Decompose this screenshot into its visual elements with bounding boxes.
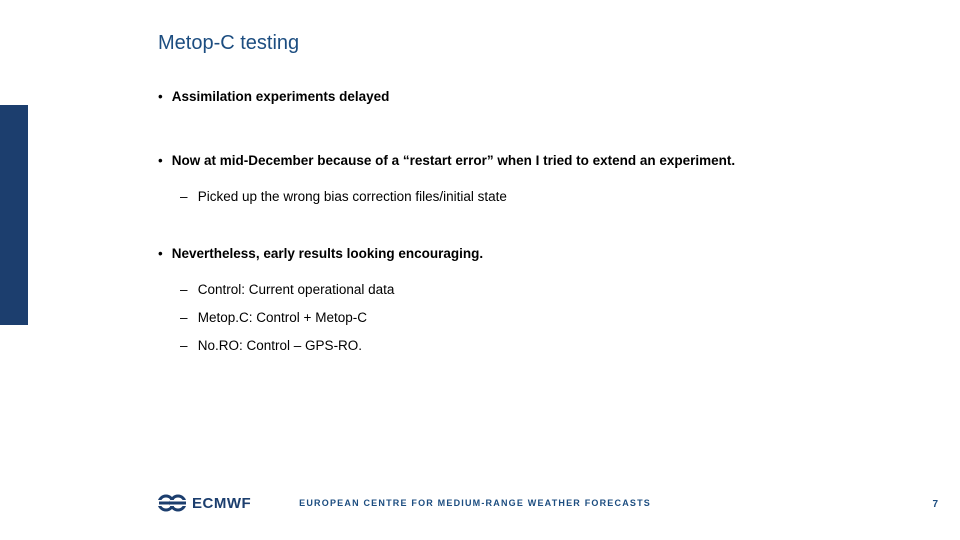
bullet-text: Metop.C: Control + Metop-C xyxy=(198,310,367,325)
bullet-level2: – Metop.C: Control + Metop-C xyxy=(180,309,878,327)
bullet-text: Control: Current operational data xyxy=(198,282,395,297)
bullet-level2: – No.RO: Control – GPS-RO. xyxy=(180,337,878,355)
logo-icon xyxy=(158,494,188,512)
bullet-marker: • xyxy=(158,152,168,170)
bullet-text: No.RO: Control – GPS-RO. xyxy=(198,338,362,353)
bullet-marker: • xyxy=(158,88,168,106)
footer: ECMWF EUROPEAN CENTRE FOR MEDIUM-RANGE W… xyxy=(158,494,651,512)
bullet-level1: • Assimilation experiments delayed xyxy=(158,88,878,106)
logo: ECMWF xyxy=(158,494,251,512)
page-number: 7 xyxy=(932,499,938,510)
bullet-text: Picked up the wrong bias correction file… xyxy=(198,189,507,204)
slide-content: • Assimilation experiments delayed • Now… xyxy=(158,78,878,366)
bullet-text: Nevertheless, early results looking enco… xyxy=(172,246,483,261)
accent-bar xyxy=(0,105,28,325)
footer-text: EUROPEAN CENTRE FOR MEDIUM-RANGE WEATHER… xyxy=(299,498,651,508)
slide: Metop-C testing • Assimilation experimen… xyxy=(0,0,960,540)
bullet-marker: – xyxy=(180,281,194,299)
logo-text: ECMWF xyxy=(192,495,251,512)
bullet-marker: • xyxy=(158,245,168,263)
slide-title: Metop-C testing xyxy=(158,32,299,55)
bullet-level1: • Now at mid-December because of a “rest… xyxy=(158,152,878,170)
bullet-level2: – Picked up the wrong bias correction fi… xyxy=(180,188,878,206)
bullet-level1: • Nevertheless, early results looking en… xyxy=(158,245,878,263)
bullet-marker: – xyxy=(180,337,194,355)
bullet-text: Now at mid-December because of a “restar… xyxy=(172,153,735,168)
bullet-marker: – xyxy=(180,309,194,327)
bullet-marker: – xyxy=(180,188,194,206)
bullet-level2: – Control: Current operational data xyxy=(180,281,878,299)
bullet-text: Assimilation experiments delayed xyxy=(172,89,390,104)
